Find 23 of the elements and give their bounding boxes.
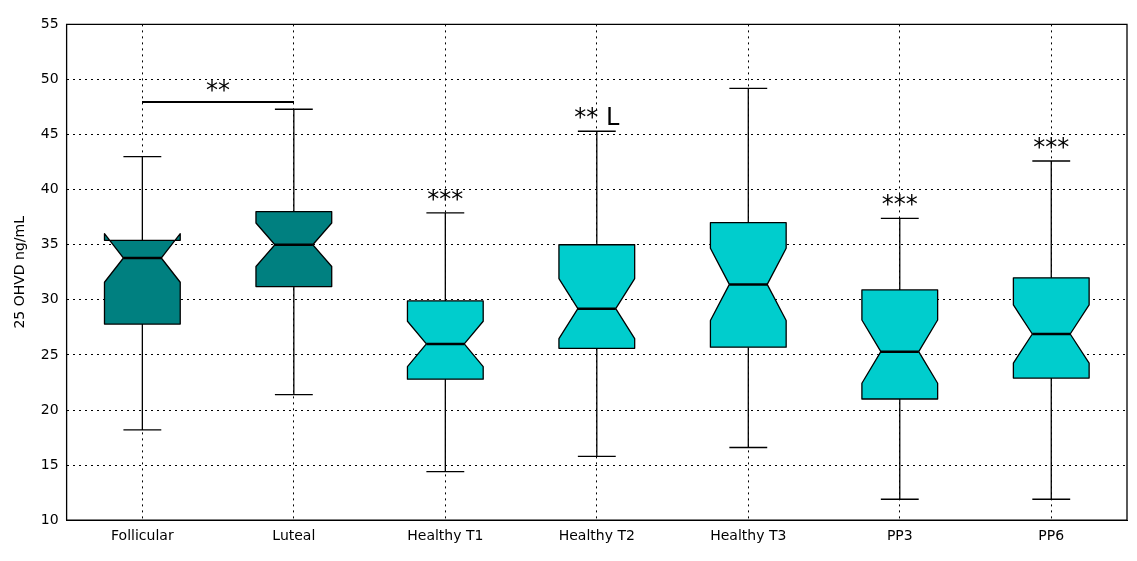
- annotation: ** L: [574, 103, 620, 132]
- y-tick-label: 15: [40, 455, 59, 472]
- y-axis-title: 25 OHVD ng/mL: [11, 215, 28, 329]
- y-tick-label: 35: [40, 235, 59, 252]
- y-tick-label: 30: [40, 290, 59, 307]
- y-tick-label: 25: [40, 345, 59, 362]
- y-tick-label: 55: [40, 15, 59, 32]
- x-tick-label: Healthy T1: [407, 527, 484, 544]
- x-tick-label: Healthy T3: [710, 527, 787, 544]
- x-tick-label: Healthy T2: [558, 527, 635, 544]
- y-tick-label: 20: [40, 400, 59, 417]
- y-tick-label: 10: [40, 510, 59, 527]
- x-tick-label: PP3: [886, 527, 913, 544]
- x-tick-label: PP6: [1038, 527, 1065, 544]
- annotation: ***: [427, 184, 464, 213]
- annotation: ***: [881, 190, 918, 219]
- x-tick-label: Follicular: [111, 527, 174, 544]
- y-tick-label: 45: [40, 125, 59, 142]
- x-tick-label: Luteal: [272, 527, 316, 544]
- annotation: **: [206, 76, 231, 105]
- annotation: ***: [1033, 133, 1070, 162]
- y-tick-label: 50: [40, 70, 59, 87]
- y-tick-label: 40: [40, 180, 59, 197]
